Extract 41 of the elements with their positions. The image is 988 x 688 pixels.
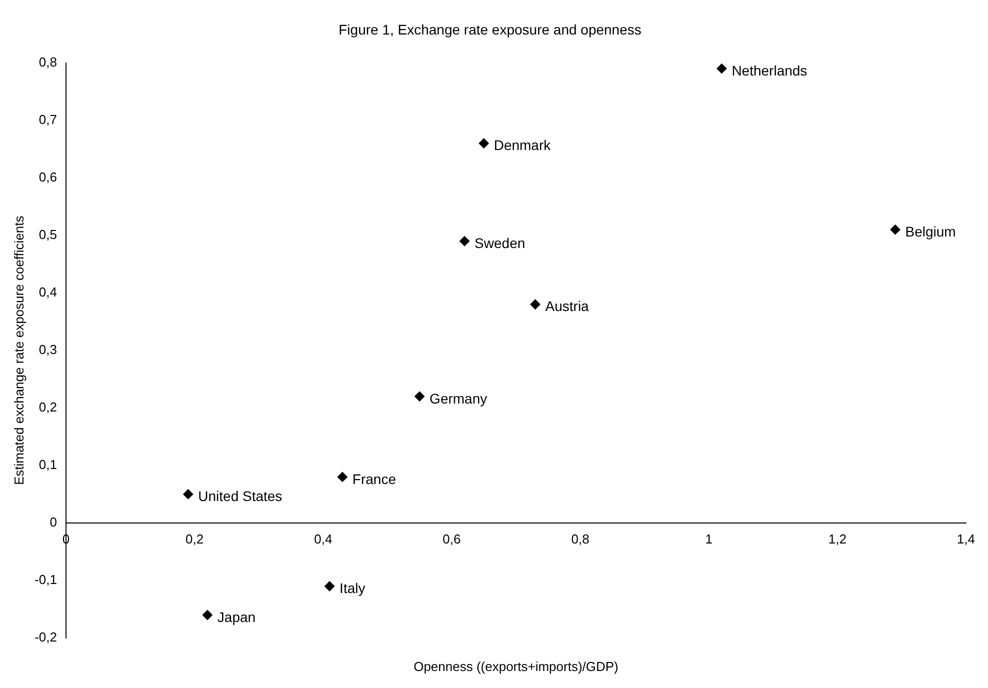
annotation: Belgium [905, 223, 956, 240]
y-tick-label: 0,1 [38, 457, 57, 472]
x-tick-label: 1 [705, 531, 712, 546]
chart-title: Figure 1, Exchange rate exposure and openness [338, 21, 642, 38]
point [460, 236, 470, 246]
point [337, 472, 348, 482]
x-axis-title: Openness ((exports+imports)/GDP) [414, 659, 618, 674]
y-tick-label: 0,8 [38, 54, 57, 70]
y-tick-label: 0,3 [38, 342, 57, 357]
point [716, 64, 727, 74]
annotation: Sweden [474, 234, 526, 251]
x-tick-label: 0,4 [314, 531, 332, 546]
annotation: Italy [340, 580, 366, 596]
point [202, 610, 212, 620]
point [530, 299, 540, 310]
annotation: Japan [217, 608, 256, 625]
y-tick-label: 0,6 [38, 169, 57, 184]
y-tick-label: 0,5 [38, 226, 57, 242]
annotation: Netherlands [732, 62, 808, 78]
annotation: Austria [545, 298, 590, 314]
y-tick-label: 0,2 [38, 400, 57, 414]
y-tick-label: 0,7 [38, 112, 57, 127]
point [478, 138, 489, 148]
annotation: France [352, 470, 396, 487]
y-axis-title: Estimated exchange rate exposure coefficients [11, 215, 26, 486]
point [183, 489, 194, 500]
point [324, 581, 335, 592]
x-tick-label: 0,6 [442, 531, 461, 546]
y-tick-label: 0,4 [38, 284, 57, 300]
x-tick-label: 1,4 [956, 531, 976, 546]
x-tick-label: 0,8 [571, 531, 590, 546]
y-tick-label: -0,1 [34, 572, 57, 588]
x-tick-label: 0,2 [186, 531, 204, 546]
y-tick-label: 0 [50, 514, 57, 530]
point [890, 224, 900, 235]
annotation: Denmark [494, 137, 552, 154]
point [414, 391, 425, 402]
annotation: Germany [430, 390, 488, 406]
x-tick-label: 1,2 [828, 531, 846, 546]
y-tick-label: -0,2 [34, 630, 57, 645]
annotation: United States [198, 488, 282, 504]
